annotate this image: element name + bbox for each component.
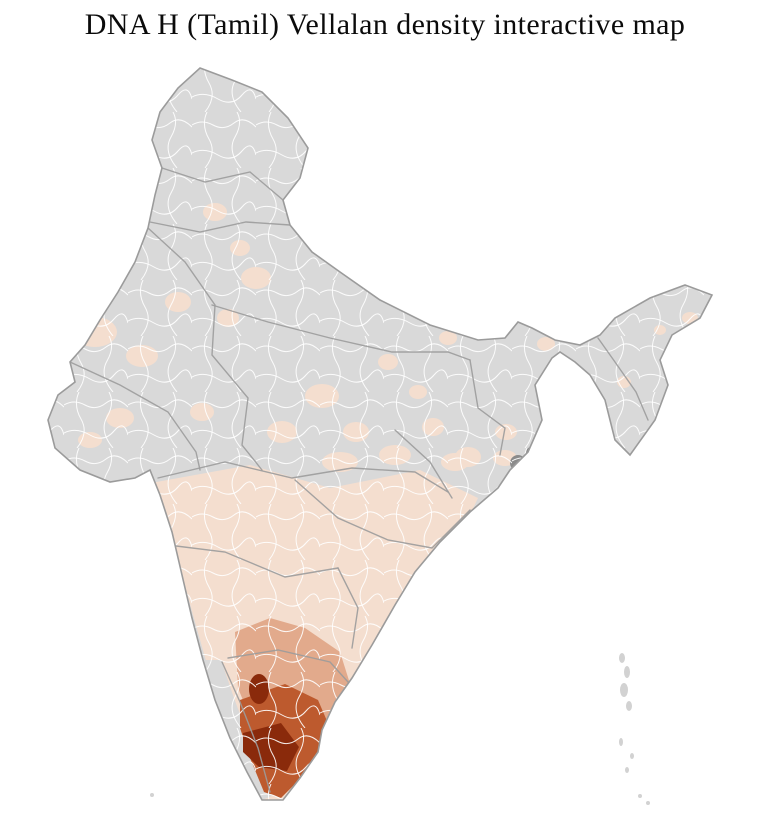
state-border-line bbox=[147, 227, 263, 471]
island-region[interactable] bbox=[619, 738, 623, 746]
state-border-line bbox=[394, 429, 453, 499]
state-borders bbox=[69, 167, 649, 793]
state-border-line bbox=[157, 461, 449, 493]
state-border-line bbox=[294, 479, 471, 549]
india-outline-stroke bbox=[47, 67, 714, 801]
state-border-line bbox=[69, 361, 201, 471]
state-border-line bbox=[337, 567, 359, 649]
island-region[interactable] bbox=[624, 666, 630, 678]
state-border-line bbox=[149, 221, 291, 233]
island-region[interactable] bbox=[626, 701, 632, 711]
island-region[interactable] bbox=[620, 683, 628, 697]
island-region[interactable] bbox=[150, 793, 154, 797]
island-region[interactable] bbox=[619, 653, 625, 663]
island-region[interactable] bbox=[646, 801, 650, 805]
island-region[interactable] bbox=[630, 753, 634, 759]
andaman-nicobar-islands[interactable] bbox=[150, 653, 650, 805]
state-border-line bbox=[597, 337, 649, 421]
state-border-line bbox=[161, 167, 284, 201]
state-border-line bbox=[221, 661, 271, 793]
state-border-line bbox=[167, 544, 339, 578]
island-region[interactable] bbox=[625, 767, 629, 773]
page-title: DNA H (Tamil) Vellalan density interacti… bbox=[84, 8, 686, 41]
district-region[interactable] bbox=[519, 463, 537, 477]
state-border-line bbox=[469, 359, 506, 456]
state-border-line bbox=[227, 649, 349, 683]
state-border-line bbox=[211, 304, 471, 361]
island-region[interactable] bbox=[638, 794, 642, 798]
district-region[interactable] bbox=[36, 400, 54, 409]
